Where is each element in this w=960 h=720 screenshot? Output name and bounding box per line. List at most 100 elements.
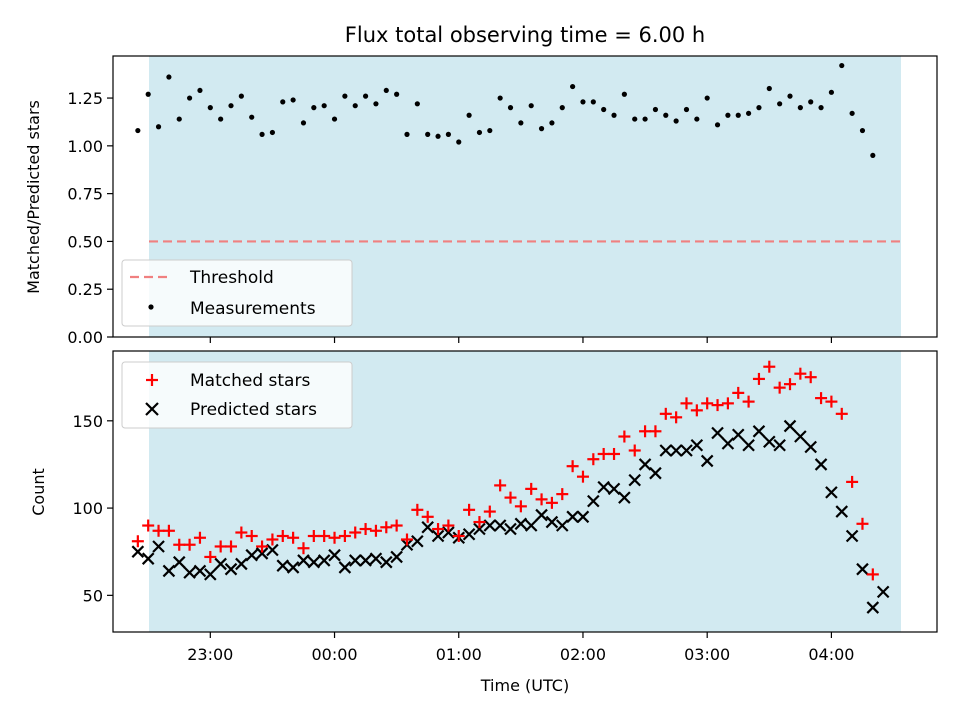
predicted-point	[794, 430, 807, 443]
measurement-point	[166, 74, 172, 80]
measurement-point	[187, 95, 193, 101]
predicted-point	[411, 534, 424, 548]
measurement-point	[611, 112, 617, 118]
measurement-point	[859, 127, 866, 134]
measurement-point	[155, 124, 162, 130]
matched-point	[463, 503, 476, 516]
x-tick-label: 00:00	[311, 645, 357, 664]
matched-point	[742, 395, 755, 408]
predicted-point	[680, 444, 693, 457]
predicted-point	[576, 510, 590, 524]
y-tick-label: 150	[72, 412, 103, 431]
matched-point	[318, 530, 331, 543]
measurement-point	[497, 95, 503, 101]
matched-series	[131, 360, 879, 581]
y-tick-label: 1.00	[67, 137, 103, 156]
measurement-point	[870, 152, 876, 159]
y-tick-label: 0.75	[67, 185, 103, 204]
predicted-point	[359, 554, 372, 567]
measurement-point	[797, 105, 803, 111]
measurement-point	[476, 129, 483, 136]
measurement-point	[559, 105, 565, 111]
measurement-point	[280, 99, 286, 105]
matched-point	[225, 540, 238, 553]
predicted-point	[804, 440, 817, 454]
measurement-point	[528, 103, 534, 109]
matched-point	[815, 392, 828, 405]
measurement-point	[621, 91, 627, 97]
legend-matched-swatch	[146, 374, 158, 386]
measurement-point	[414, 101, 420, 107]
matched-point	[483, 505, 496, 518]
bottom-y-axis-label: Count	[29, 468, 48, 516]
matched-point	[473, 516, 486, 529]
measurement-point	[828, 89, 835, 95]
matched-point	[504, 491, 517, 504]
bottom-axes-frame	[112, 350, 938, 633]
measurement-point	[766, 85, 772, 92]
predicted-point	[338, 561, 352, 574]
matched-point	[784, 378, 797, 391]
matched-point	[369, 524, 382, 537]
matched-point	[421, 510, 434, 523]
measurement-point	[145, 91, 151, 97]
predicted-point	[628, 473, 642, 487]
measurement-point	[694, 116, 700, 122]
predicted-point	[390, 550, 403, 564]
x-tick-label: 02:00	[560, 645, 606, 664]
predicted-point	[763, 435, 776, 449]
measurement-point	[549, 120, 555, 126]
predicted-point	[442, 526, 455, 539]
predicted-point	[276, 559, 290, 572]
matched-point	[825, 395, 838, 408]
predicted-point	[162, 564, 176, 578]
predicted-point	[245, 548, 258, 562]
matched-point	[649, 425, 662, 438]
measurement-point	[300, 120, 307, 126]
measurement-point	[238, 93, 244, 99]
measurement-point	[808, 99, 814, 105]
matched-point	[359, 523, 372, 536]
predicted-point	[742, 438, 755, 452]
matched-point	[245, 530, 258, 543]
predicted-point	[504, 522, 517, 536]
measurement-point	[259, 131, 265, 137]
matched-point	[794, 367, 807, 380]
predicted-point	[825, 486, 838, 499]
predicted-point	[266, 543, 279, 557]
predicted-point	[235, 557, 248, 571]
x-tick-label: 04:00	[808, 645, 854, 664]
predicted-point	[555, 519, 569, 532]
predicted-point	[566, 510, 579, 524]
predicted-point	[369, 552, 383, 565]
matched-point	[701, 397, 714, 410]
matched-point	[173, 538, 186, 551]
measurement-point	[601, 106, 607, 113]
matched-point	[763, 360, 776, 373]
predicted-point	[545, 515, 559, 529]
measurement-point	[673, 118, 679, 124]
measurement-point	[435, 133, 441, 139]
matched-point	[659, 407, 672, 420]
measurement-point	[487, 127, 493, 134]
predicted-point	[721, 437, 735, 450]
predicted-point	[348, 554, 362, 567]
y-tick-label: 100	[72, 499, 103, 518]
legend-matched-label: Matched stars	[190, 371, 310, 391]
y-tick-label: 1.25	[67, 89, 103, 108]
measurement-point	[207, 105, 213, 111]
legend-threshold-label: Threshold	[189, 268, 274, 288]
predicted-point	[421, 521, 434, 534]
measurement-point	[663, 112, 669, 118]
matched-point	[307, 530, 320, 543]
matched-point	[193, 531, 206, 544]
measurement-point	[331, 116, 338, 122]
measurement-point	[735, 112, 741, 118]
predicted-point	[193, 564, 207, 578]
predicted-point	[493, 519, 507, 532]
measurement-point	[176, 116, 182, 122]
matched-point	[256, 540, 269, 553]
predicted-point	[773, 438, 786, 452]
predicted-point	[473, 522, 486, 536]
matched-point	[297, 542, 310, 555]
